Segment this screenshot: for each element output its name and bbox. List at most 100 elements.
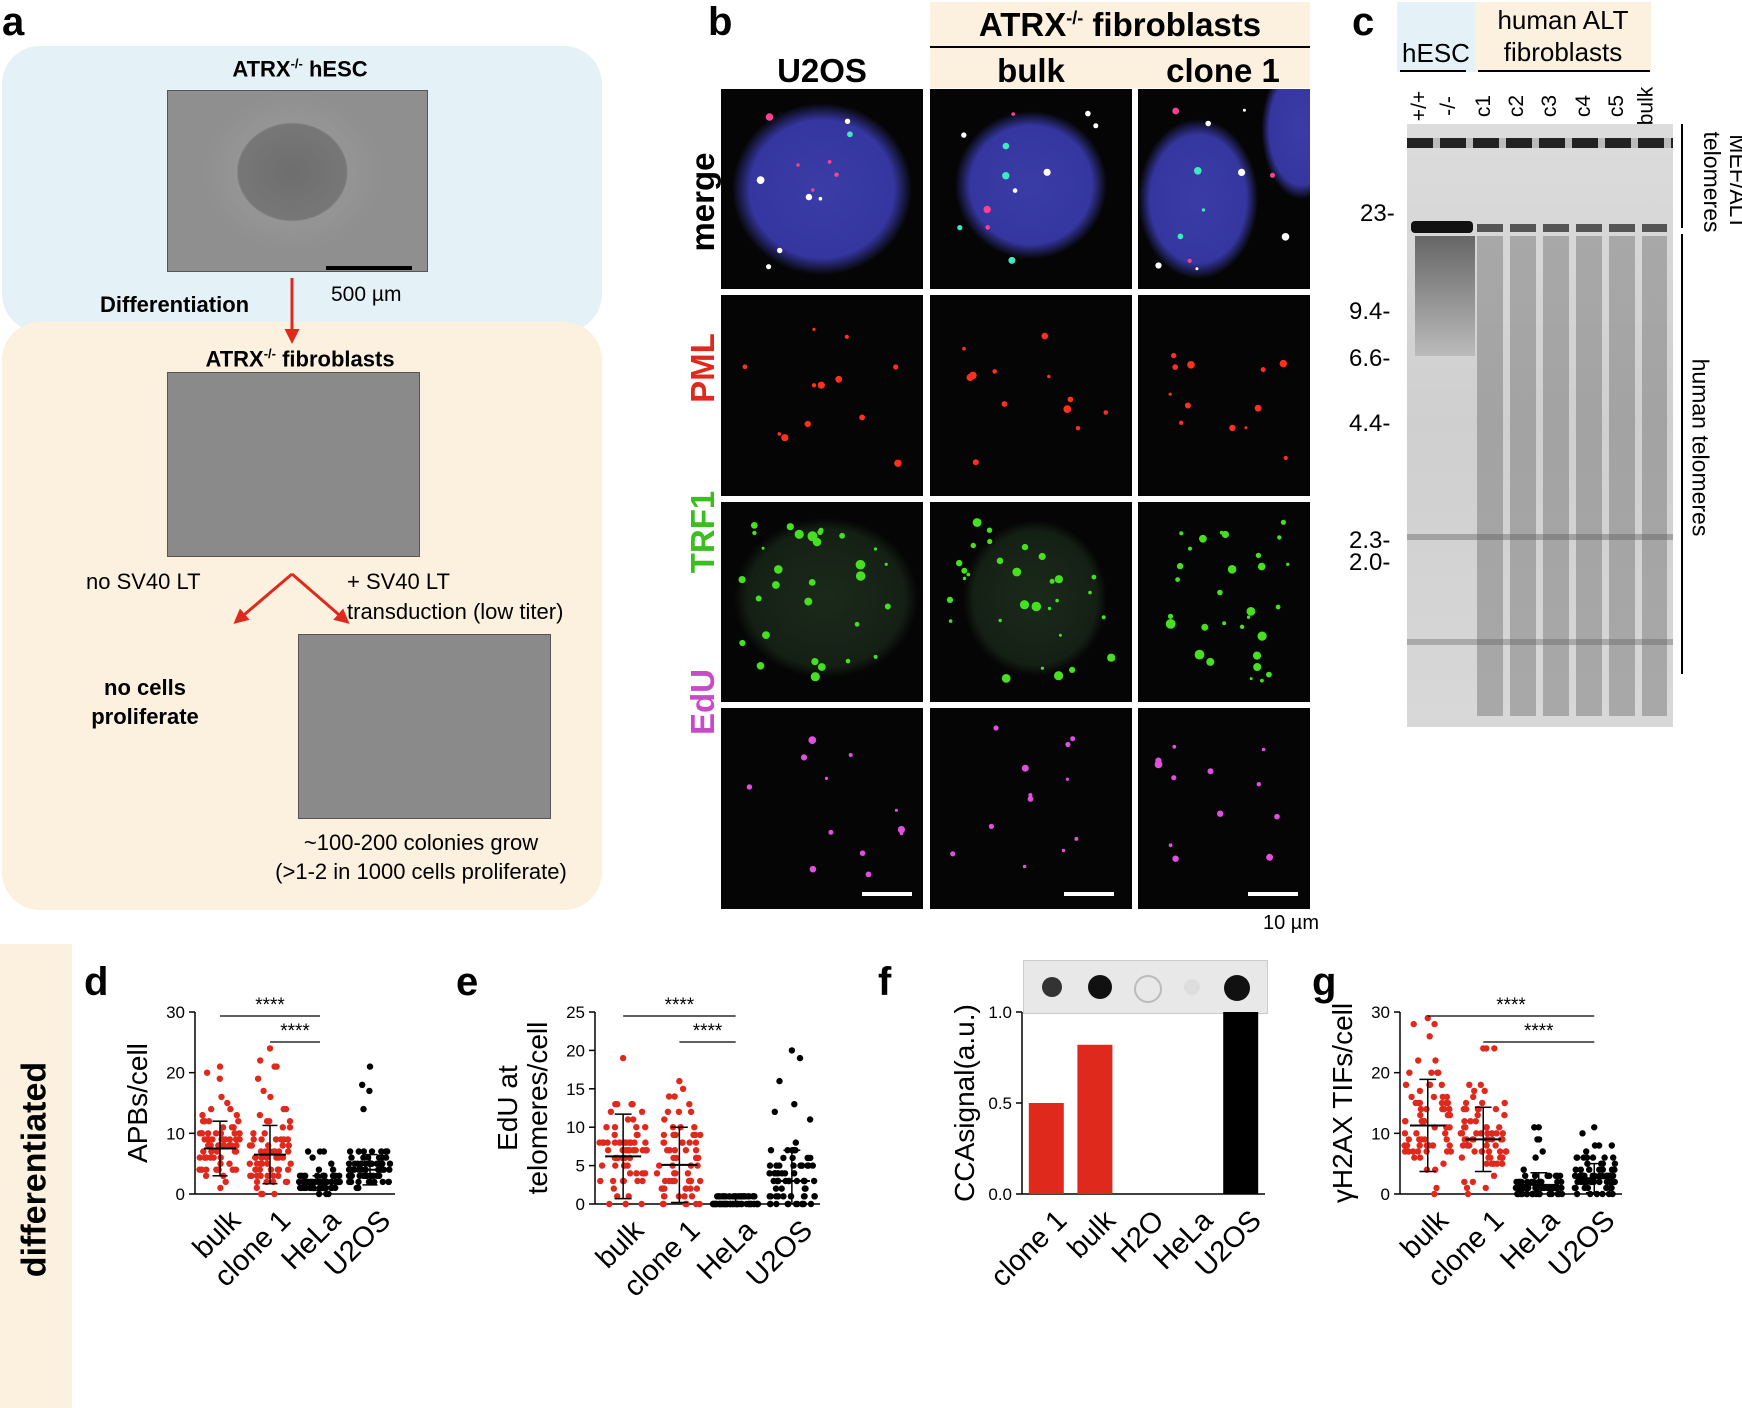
focus-dot (1065, 741, 1071, 748)
data-point (1438, 1081, 1446, 1089)
data-point (271, 1063, 278, 1070)
data-point (228, 1142, 235, 1149)
data-point (661, 1185, 668, 1192)
data-point (257, 1190, 265, 1198)
data-point (1493, 1160, 1501, 1167)
focus-dot (1069, 666, 1076, 674)
focus-dot (1049, 578, 1055, 584)
focus-dot (1065, 777, 1069, 781)
col-label-bulk: bulk (997, 52, 1065, 89)
data-point (778, 1170, 786, 1177)
data-point (271, 1190, 278, 1198)
data-point (807, 1200, 815, 1208)
data-point (302, 1184, 310, 1192)
focus-dot (766, 264, 772, 270)
data-point (360, 1148, 367, 1155)
data-point (346, 1148, 354, 1155)
data-point (1462, 1099, 1470, 1107)
data-point (216, 1075, 223, 1082)
focus-dot (1171, 352, 1177, 359)
y-tick-label: 1.0 (988, 1003, 1012, 1022)
focus-dot (1246, 607, 1256, 616)
data-point (1488, 1130, 1496, 1137)
focus-dot (811, 188, 815, 192)
southern-blot (1407, 124, 1673, 727)
data-point (1580, 1154, 1587, 1161)
marker-6.6: 6.6- (1349, 345, 1391, 372)
data-point (778, 1185, 785, 1192)
data-point (222, 1178, 229, 1186)
data-point (1558, 1178, 1565, 1186)
data-point (198, 1130, 206, 1137)
data-point (1522, 1172, 1529, 1180)
data-point (1446, 1142, 1453, 1149)
data-point (253, 1184, 260, 1192)
data-point (220, 1142, 228, 1149)
data-point (1531, 1124, 1538, 1131)
focus-dot (1201, 208, 1206, 212)
marker-23: 23- (1360, 200, 1395, 227)
focus-dot (1253, 663, 1262, 671)
y-axis-label: EdU at (492, 1065, 523, 1151)
data-point (1480, 1045, 1487, 1052)
significance-label: **** (280, 1021, 310, 1042)
data-point (1499, 1160, 1506, 1167)
focus-dot (1176, 562, 1184, 570)
focus-dot (1175, 577, 1180, 582)
no-sv40-arrow (233, 572, 293, 624)
data-point (1416, 1142, 1423, 1149)
data-point (366, 1063, 374, 1070)
data-point (1605, 1190, 1613, 1198)
data-point (354, 1184, 361, 1192)
data-point (1459, 1142, 1467, 1149)
hesc-header-bg (1397, 2, 1475, 72)
focus-dot (1167, 613, 1174, 619)
focus-dot (1074, 836, 1079, 841)
y-tick-label: 5 (576, 1157, 585, 1176)
data-point (1472, 1118, 1480, 1125)
data-point (348, 1154, 355, 1161)
dot-blot-strip (1023, 960, 1268, 1014)
focus-dot (946, 596, 954, 604)
focus-dot (1055, 598, 1059, 603)
data-point (205, 1142, 212, 1149)
data-point (233, 1142, 240, 1149)
focus-dot (810, 672, 820, 682)
focus-dot (1242, 108, 1246, 112)
human-telomere-bracket (1681, 234, 1683, 674)
tile-u2os-merge (721, 89, 923, 289)
data-point (1443, 1136, 1450, 1143)
data-point (264, 1172, 271, 1180)
tile-u2os-edu (721, 708, 923, 909)
smear-alt (1477, 236, 1667, 716)
data-point (213, 1148, 221, 1155)
data-point (681, 1193, 688, 1200)
data-point (1423, 1105, 1430, 1113)
hesc-header: hESC (1402, 38, 1470, 68)
focus-dot (894, 459, 902, 467)
band-2.3 (1407, 534, 1673, 540)
data-point (1497, 1154, 1504, 1161)
data-point (355, 1178, 362, 1186)
data-point (256, 1111, 264, 1119)
data-point (805, 1154, 812, 1162)
data-point (217, 1184, 224, 1192)
data-point (773, 1200, 780, 1208)
data-point (612, 1162, 619, 1169)
focus-dot (873, 654, 878, 659)
colonies-label: ~100-200 colonies grow (>1-2 in 1000 cell… (275, 830, 567, 884)
data-point (258, 1154, 265, 1161)
data-point (1608, 1166, 1616, 1173)
data-point (1483, 1160, 1490, 1167)
data-point (1464, 1190, 1472, 1198)
data-point (215, 1166, 222, 1173)
focus-dot (1172, 855, 1179, 862)
data-point (272, 1136, 280, 1143)
data-point (624, 1116, 632, 1123)
focus-dot (1012, 567, 1022, 577)
focus-dot (961, 132, 967, 138)
data-point (279, 1124, 286, 1131)
data-point (1523, 1190, 1531, 1198)
